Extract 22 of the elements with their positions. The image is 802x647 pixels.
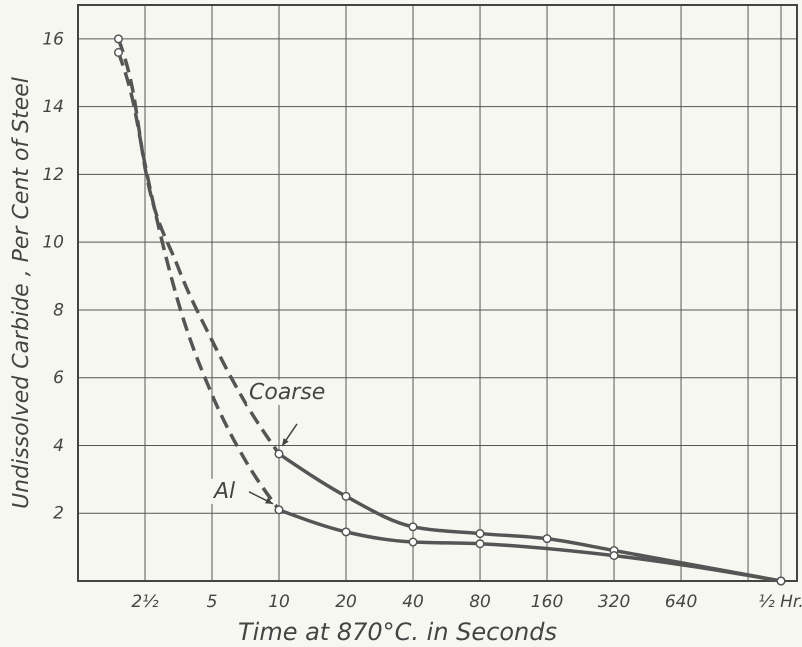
y-tick-label: 16	[42, 29, 64, 50]
x-tick-label: 640	[664, 592, 698, 612]
text: Al	[212, 478, 236, 504]
x-tick-label: 40	[402, 592, 424, 612]
x-tick-label: 10	[268, 592, 290, 612]
y-tick-label: 2	[53, 504, 64, 524]
y-tick-label: 4	[53, 436, 64, 456]
y-tick-label: 14	[42, 97, 64, 118]
x-axis-title: Time at 870°C. in Seconds	[238, 618, 558, 646]
text: Coarse	[249, 380, 326, 405]
y-tick-label: 10	[42, 232, 64, 253]
y-tick-label: 6	[53, 368, 64, 388]
x-tick-label: 20	[335, 592, 357, 612]
y-axis-title: Undissolved Carbide , Per Cent of Steel	[9, 77, 34, 509]
y-tick-label: 8	[53, 300, 64, 320]
x-tick-label: 5	[206, 592, 218, 612]
x-tick-label: 80	[469, 592, 491, 612]
x-tick-label: ½ Hr.	[758, 592, 802, 612]
y-tick-label: 12	[42, 164, 64, 185]
x-tick-label: 320	[598, 592, 630, 612]
x-tick-label: 2½	[131, 592, 160, 612]
x-tick-label: 160	[530, 592, 564, 612]
